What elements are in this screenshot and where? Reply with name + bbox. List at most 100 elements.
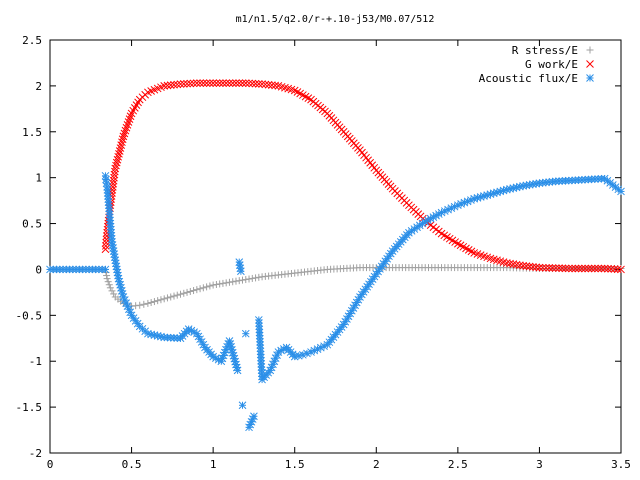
data-point (304, 268, 312, 276)
data-point (154, 297, 162, 305)
data-point (212, 280, 220, 288)
data-point (434, 210, 443, 218)
data-point (519, 261, 527, 270)
data-point (271, 81, 279, 90)
data-point (117, 141, 126, 149)
data-point (229, 278, 237, 286)
series-layer (46, 79, 625, 432)
data-point (206, 282, 214, 290)
data-point (594, 264, 603, 273)
data-point (163, 81, 172, 90)
data-point (509, 260, 518, 268)
data-point (167, 293, 175, 301)
data-point (610, 265, 619, 273)
data-point (512, 260, 521, 269)
data-point (180, 289, 188, 297)
data-point (258, 80, 266, 88)
data-point (287, 85, 296, 94)
data-point (110, 253, 119, 262)
data-point (232, 277, 240, 285)
data-point (255, 273, 263, 281)
data-point (238, 79, 247, 87)
data-point (59, 265, 67, 274)
data-point (235, 79, 244, 87)
data-point (252, 274, 260, 282)
data-point (222, 79, 231, 87)
data-point (320, 342, 328, 351)
data-point (179, 80, 188, 88)
data-point (558, 264, 567, 273)
data-point (287, 269, 295, 277)
data-point (574, 264, 583, 273)
data-point (119, 132, 128, 141)
data-point (126, 308, 135, 317)
data-point (157, 83, 165, 92)
data-point (279, 345, 288, 353)
data-point (108, 287, 116, 295)
data-point (483, 253, 492, 262)
data-point (215, 79, 224, 87)
data-point (564, 176, 573, 185)
y-tick-label: 2 (35, 80, 42, 93)
legend-label: Acoustic flux/E (479, 72, 578, 85)
data-point (294, 351, 303, 360)
data-point (144, 299, 152, 307)
data-point (304, 94, 313, 102)
data-point (238, 401, 247, 410)
data-point (261, 80, 270, 89)
data-point (114, 271, 122, 280)
data-point (525, 262, 534, 271)
data-point (116, 144, 125, 152)
data-point (209, 281, 217, 289)
data-point (118, 138, 126, 147)
y-tick-label: -1 (29, 355, 42, 368)
data-point (160, 295, 168, 303)
data-point (499, 186, 508, 195)
x-tick-label: 2.5 (448, 458, 468, 471)
data-point (101, 245, 110, 254)
data-point (225, 79, 234, 87)
x-tick-label: 1 (210, 458, 217, 471)
data-point (232, 363, 241, 372)
data-point (248, 79, 257, 88)
data-point (235, 277, 243, 285)
data-point (241, 79, 250, 87)
data-point (584, 264, 593, 273)
data-point (245, 275, 253, 283)
y-tick-label: -0.5 (16, 309, 43, 322)
y-tick-label: 0.5 (22, 218, 42, 231)
data-point (126, 112, 135, 121)
series-2 (101, 79, 625, 274)
data-point (467, 196, 475, 204)
data-point (110, 170, 119, 179)
data-point (617, 265, 625, 274)
data-point (434, 227, 443, 236)
data-point (114, 152, 123, 161)
data-point (202, 79, 211, 87)
data-point (112, 262, 121, 271)
data-point (369, 264, 377, 272)
data-point (216, 280, 224, 288)
data-point (118, 290, 127, 298)
data-point (506, 259, 514, 268)
x-tick-label: 3.5 (611, 458, 631, 471)
data-point (199, 340, 208, 349)
x-tick-label: 0.5 (122, 458, 142, 471)
data-point (370, 163, 379, 172)
x-tick-label: 1.5 (285, 458, 305, 471)
data-point (483, 191, 492, 199)
data-point (113, 155, 122, 164)
data-point (132, 302, 140, 310)
data-point (104, 278, 112, 286)
data-point (228, 79, 237, 87)
data-point (545, 264, 554, 272)
data-point (499, 258, 508, 266)
data-point (600, 264, 609, 273)
data-point (209, 79, 217, 87)
data-point (248, 274, 256, 282)
data-point (551, 264, 560, 272)
data-point (75, 265, 84, 274)
data-point (192, 79, 201, 87)
